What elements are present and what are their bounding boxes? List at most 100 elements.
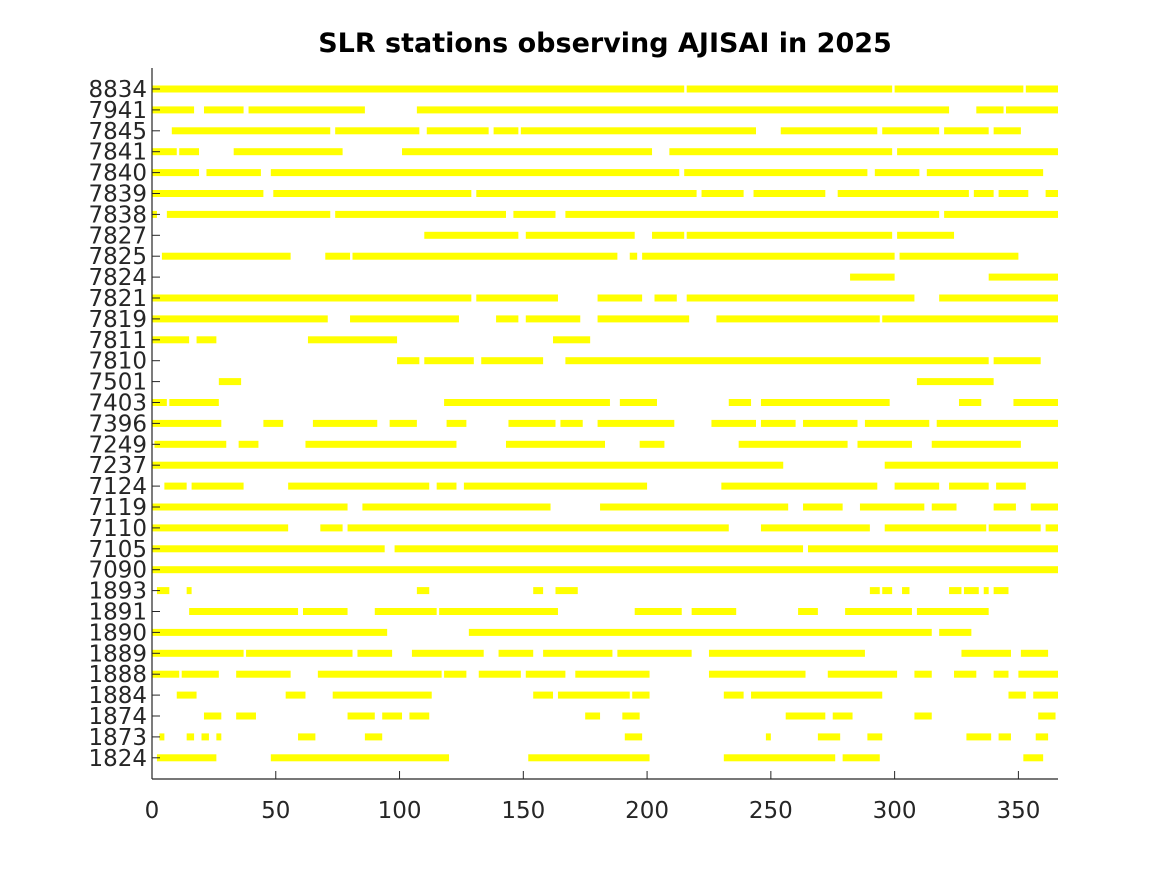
segment-7824-1 — [988, 273, 1058, 281]
x-tick-label-150: 150 — [501, 798, 545, 824]
segment-7119-5 — [931, 503, 957, 511]
segment-7825-4 — [642, 252, 895, 260]
segment-7827-2 — [652, 231, 685, 239]
segment-1888-12 — [993, 670, 1009, 678]
segment-7839-5 — [837, 190, 969, 197]
segment-7825-5 — [899, 252, 1019, 260]
x-tick-label-350: 350 — [996, 798, 1040, 824]
segment-7403-5 — [760, 399, 890, 406]
segment-1874-8 — [832, 712, 853, 720]
segment-1884-1 — [285, 691, 306, 699]
segment-1888-11 — [954, 670, 977, 678]
y-tick-label-7827: 7827 — [88, 223, 147, 249]
segment-7838-3 — [513, 210, 556, 218]
segment-7403-1 — [169, 399, 219, 406]
segment-1891-3 — [439, 608, 558, 615]
segment-7810-3 — [565, 357, 989, 365]
segment-1874-10 — [1038, 712, 1056, 720]
segment-1893-2 — [416, 587, 430, 595]
segment-7845-4 — [520, 127, 756, 135]
segment-7941-3 — [416, 106, 950, 114]
y-tick-label-1824: 1824 — [88, 746, 147, 772]
segment-7839-4 — [753, 190, 826, 197]
segment-1893-7 — [902, 587, 910, 595]
segment-7827-1 — [525, 231, 635, 239]
segment-7811-2 — [307, 336, 398, 344]
segment-7839-7 — [998, 190, 1029, 197]
segment-1824-0 — [156, 754, 217, 762]
segment-7839-8 — [1045, 190, 1058, 197]
segment-1873-5 — [364, 733, 383, 741]
segment-1874-7 — [785, 712, 826, 720]
segment-1873-4 — [298, 733, 316, 741]
segment-1873-3 — [216, 733, 222, 741]
segment-7825-3 — [629, 252, 638, 260]
segment-1824-3 — [723, 754, 836, 762]
segment-7396-0 — [152, 419, 222, 427]
segment-1893-11 — [993, 587, 1009, 595]
segment-7838-4 — [565, 210, 940, 218]
segment-1889-8 — [961, 649, 1011, 657]
segment-1888-0 — [152, 670, 180, 678]
segment-1891-7 — [845, 608, 912, 615]
segment-1889-0 — [152, 649, 244, 657]
segment-7119-6 — [993, 503, 1016, 511]
segment-1884-7 — [751, 691, 883, 699]
segment-7825-0 — [161, 252, 291, 260]
segment-7119-0 — [152, 503, 348, 511]
segment-7838-2 — [335, 210, 506, 218]
segment-7124-7 — [949, 482, 989, 490]
segment-7840-1 — [206, 169, 261, 177]
segment-7110-3 — [760, 524, 870, 532]
segment-1873-0 — [159, 733, 165, 741]
segment-7119-1 — [362, 503, 551, 511]
segment-7811-0 — [152, 336, 190, 344]
segment-7840-0 — [152, 169, 200, 177]
segment-7840-4 — [874, 169, 920, 177]
segment-7827-4 — [897, 231, 955, 239]
y-tick-label-1884: 1884 — [88, 683, 147, 709]
y-tick-label-7237: 7237 — [88, 453, 147, 479]
segment-1890-2 — [939, 628, 972, 636]
segment-7819-6 — [882, 315, 1058, 323]
segment-7110-5 — [988, 524, 1041, 532]
segment-1874-5 — [585, 712, 601, 720]
segment-1884-8 — [1008, 691, 1026, 699]
segment-1891-5 — [691, 608, 737, 615]
segment-1889-2 — [357, 649, 393, 657]
segment-7825-2 — [352, 252, 618, 260]
y-tick-label-7825: 7825 — [88, 244, 147, 270]
segment-1889-4 — [498, 649, 534, 657]
segment-1891-0 — [189, 608, 299, 615]
segment-7249-1 — [238, 440, 259, 448]
segment-1873-1 — [186, 733, 195, 741]
segment-1889-6 — [617, 649, 692, 657]
segment-1891-4 — [634, 608, 682, 615]
y-tick-label-7821: 7821 — [88, 286, 147, 312]
y-tick-label-7811: 7811 — [88, 328, 147, 354]
y-tick-label-1874: 1874 — [88, 704, 147, 730]
segment-7941-4 — [976, 106, 1004, 114]
segment-1889-5 — [543, 649, 613, 657]
segment-7501-0 — [218, 378, 242, 386]
segment-7811-1 — [196, 336, 217, 344]
segment-7110-4 — [884, 524, 987, 532]
segment-7845-8 — [993, 127, 1021, 135]
segment-1888-6 — [525, 670, 566, 678]
y-tick-label-7841: 7841 — [88, 140, 147, 166]
segment-7124-8 — [996, 482, 1026, 490]
chart-title: SLR stations observing AJISAI in 2025 — [318, 28, 892, 59]
segment-7840-5 — [926, 169, 1044, 177]
segment-1873-12 — [1035, 733, 1049, 741]
y-tick-label-1893: 1893 — [88, 579, 147, 605]
segment-7396-6 — [560, 419, 583, 427]
segment-7124-0 — [164, 482, 187, 490]
segment-1893-5 — [869, 587, 880, 595]
segment-7839-6 — [973, 190, 994, 197]
segment-7396-9 — [760, 419, 796, 427]
segment-8834-1 — [686, 85, 893, 93]
segment-7941-1 — [203, 106, 244, 114]
segment-1890-1 — [468, 628, 932, 636]
segment-1888-7 — [575, 670, 650, 678]
